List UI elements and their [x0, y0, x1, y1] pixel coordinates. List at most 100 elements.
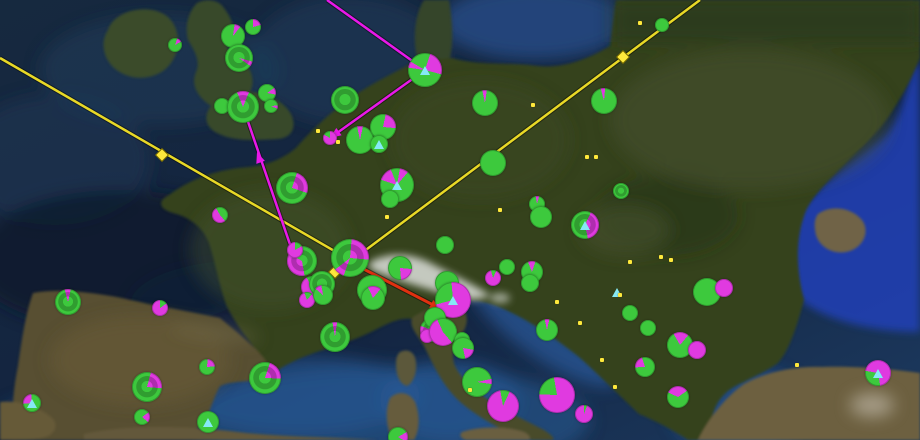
- traffic-pie-marker[interactable]: [622, 305, 638, 321]
- traffic-pie-marker[interactable]: [225, 44, 253, 72]
- traffic-pie-marker[interactable]: [370, 135, 388, 153]
- pie-inner-ring: [228, 47, 250, 69]
- traffic-pie-marker[interactable]: [23, 394, 41, 412]
- traffic-pie-marker[interactable]: [132, 372, 162, 402]
- traffic-pie-marker[interactable]: [591, 88, 617, 114]
- terrain-shading: [50, 0, 920, 417]
- traffic-pie-marker[interactable]: [134, 409, 150, 425]
- waypoint-dot-icon: [498, 208, 502, 212]
- route-waypoint-diamond-icon[interactable]: [615, 49, 631, 65]
- pie-inner-ring: [135, 375, 159, 399]
- traffic-pie-marker[interactable]: [499, 259, 515, 275]
- pie-inner-ring: [334, 89, 356, 111]
- traffic-pie-marker[interactable]: [635, 357, 655, 377]
- waypoint-dot-icon: [795, 363, 799, 367]
- traffic-pie-marker[interactable]: [323, 131, 337, 145]
- traffic-pie-marker[interactable]: [485, 270, 501, 286]
- traffic-pie-marker[interactable]: [199, 359, 215, 375]
- traffic-pie-marker[interactable]: [667, 386, 689, 408]
- waypoint-dot-icon: [618, 293, 622, 297]
- traffic-pie-marker[interactable]: [613, 183, 629, 199]
- land-sicily: [460, 427, 531, 440]
- traffic-pie-marker[interactable]: [539, 377, 575, 413]
- traffic-pie-marker[interactable]: [462, 367, 492, 397]
- traffic-pie-marker[interactable]: [264, 99, 278, 113]
- traffic-pie-marker[interactable]: [688, 341, 706, 359]
- traffic-pie-marker[interactable]: [452, 337, 474, 359]
- pie-inner-ring: [58, 292, 78, 312]
- traffic-pie-marker[interactable]: [865, 360, 891, 386]
- traffic-pie-marker[interactable]: [55, 289, 81, 315]
- traffic-pie-marker[interactable]: [276, 172, 308, 204]
- pie-inner-ring: [574, 214, 596, 236]
- pie-inner-ring: [279, 175, 305, 201]
- route-line[interactable]: [326, 0, 426, 72]
- traffic-pie-marker[interactable]: [313, 285, 333, 305]
- land-ireland: [103, 9, 179, 78]
- traffic-pie-marker[interactable]: [299, 292, 315, 308]
- route-waypoint-diamond-icon[interactable]: [154, 147, 170, 163]
- traffic-pie-marker[interactable]: [168, 38, 182, 52]
- traffic-pie-marker[interactable]: [258, 84, 276, 102]
- traffic-pie-marker[interactable]: [408, 53, 442, 87]
- waypoint-dot-icon: [628, 260, 632, 264]
- traffic-pie-marker[interactable]: [487, 390, 519, 422]
- route-line[interactable]: [349, 260, 442, 311]
- waypoint-dot-icon: [385, 215, 389, 219]
- land-anatolia: [698, 366, 920, 440]
- route-line[interactable]: [329, 68, 426, 140]
- route-line[interactable]: [241, 106, 298, 263]
- pie-inner-ring: [230, 94, 256, 120]
- land-morocco: [0, 401, 56, 440]
- traffic-pie-marker[interactable]: [245, 19, 261, 35]
- traffic-pie-marker[interactable]: [575, 405, 593, 423]
- waypoint-dot-icon: [316, 129, 320, 133]
- traffic-pie-marker[interactable]: [197, 411, 219, 433]
- waypoint-dot-icon: [585, 155, 589, 159]
- pie-inner-ring: [335, 243, 365, 273]
- traffic-pie-marker[interactable]: [715, 279, 733, 297]
- land-north-africa: [84, 427, 378, 440]
- waypoint-dot-icon: [531, 103, 535, 107]
- traffic-pie-marker[interactable]: [536, 319, 558, 341]
- traffic-pie-marker[interactable]: [521, 274, 539, 292]
- traffic-pie-marker[interactable]: [571, 211, 599, 239]
- traffic-pie-marker[interactable]: [388, 256, 412, 280]
- traffic-pie-marker[interactable]: [227, 91, 259, 123]
- waypoint-dot-icon: [555, 300, 559, 304]
- traffic-pie-marker[interactable]: [214, 98, 230, 114]
- traffic-pie-marker[interactable]: [331, 239, 369, 277]
- pie-inner-ring: [252, 365, 278, 391]
- traffic-pie-marker[interactable]: [655, 18, 669, 32]
- route-arrowhead-icon: [256, 152, 265, 164]
- traffic-pie-marker[interactable]: [388, 427, 408, 440]
- traffic-pie-marker[interactable]: [361, 286, 385, 310]
- traffic-pie-marker[interactable]: [320, 322, 350, 352]
- black-sea: [786, 60, 920, 332]
- traffic-pie-marker[interactable]: [480, 150, 506, 176]
- traffic-pie-marker[interactable]: [287, 242, 303, 258]
- traffic-pie-marker[interactable]: [472, 90, 498, 116]
- waypoint-dot-icon: [468, 388, 472, 392]
- pie-inner-ring: [323, 325, 347, 349]
- route-line[interactable]: [0, 56, 351, 262]
- land-corsica: [396, 350, 417, 386]
- traffic-pie-marker[interactable]: [212, 207, 228, 223]
- traffic-pie-marker[interactable]: [436, 236, 454, 254]
- route-line[interactable]: [334, 0, 701, 275]
- waypoint-dot-icon: [613, 385, 617, 389]
- traffic-pie-marker[interactable]: [346, 126, 374, 154]
- traffic-pie-marker[interactable]: [152, 300, 168, 316]
- pie-inner-ring: [614, 184, 628, 198]
- waypoint-dot-icon: [669, 258, 673, 262]
- waypoint-dot-icon: [594, 155, 598, 159]
- traffic-pie-marker[interactable]: [381, 190, 399, 208]
- traffic-pie-marker[interactable]: [530, 206, 552, 228]
- traffic-pie-marker[interactable]: [331, 86, 359, 114]
- traffic-pie-marker[interactable]: [640, 320, 656, 336]
- traffic-pie-marker[interactable]: [249, 362, 281, 394]
- traffic-pie-marker[interactable]: [429, 318, 457, 346]
- waypoint-dot-icon: [659, 255, 663, 259]
